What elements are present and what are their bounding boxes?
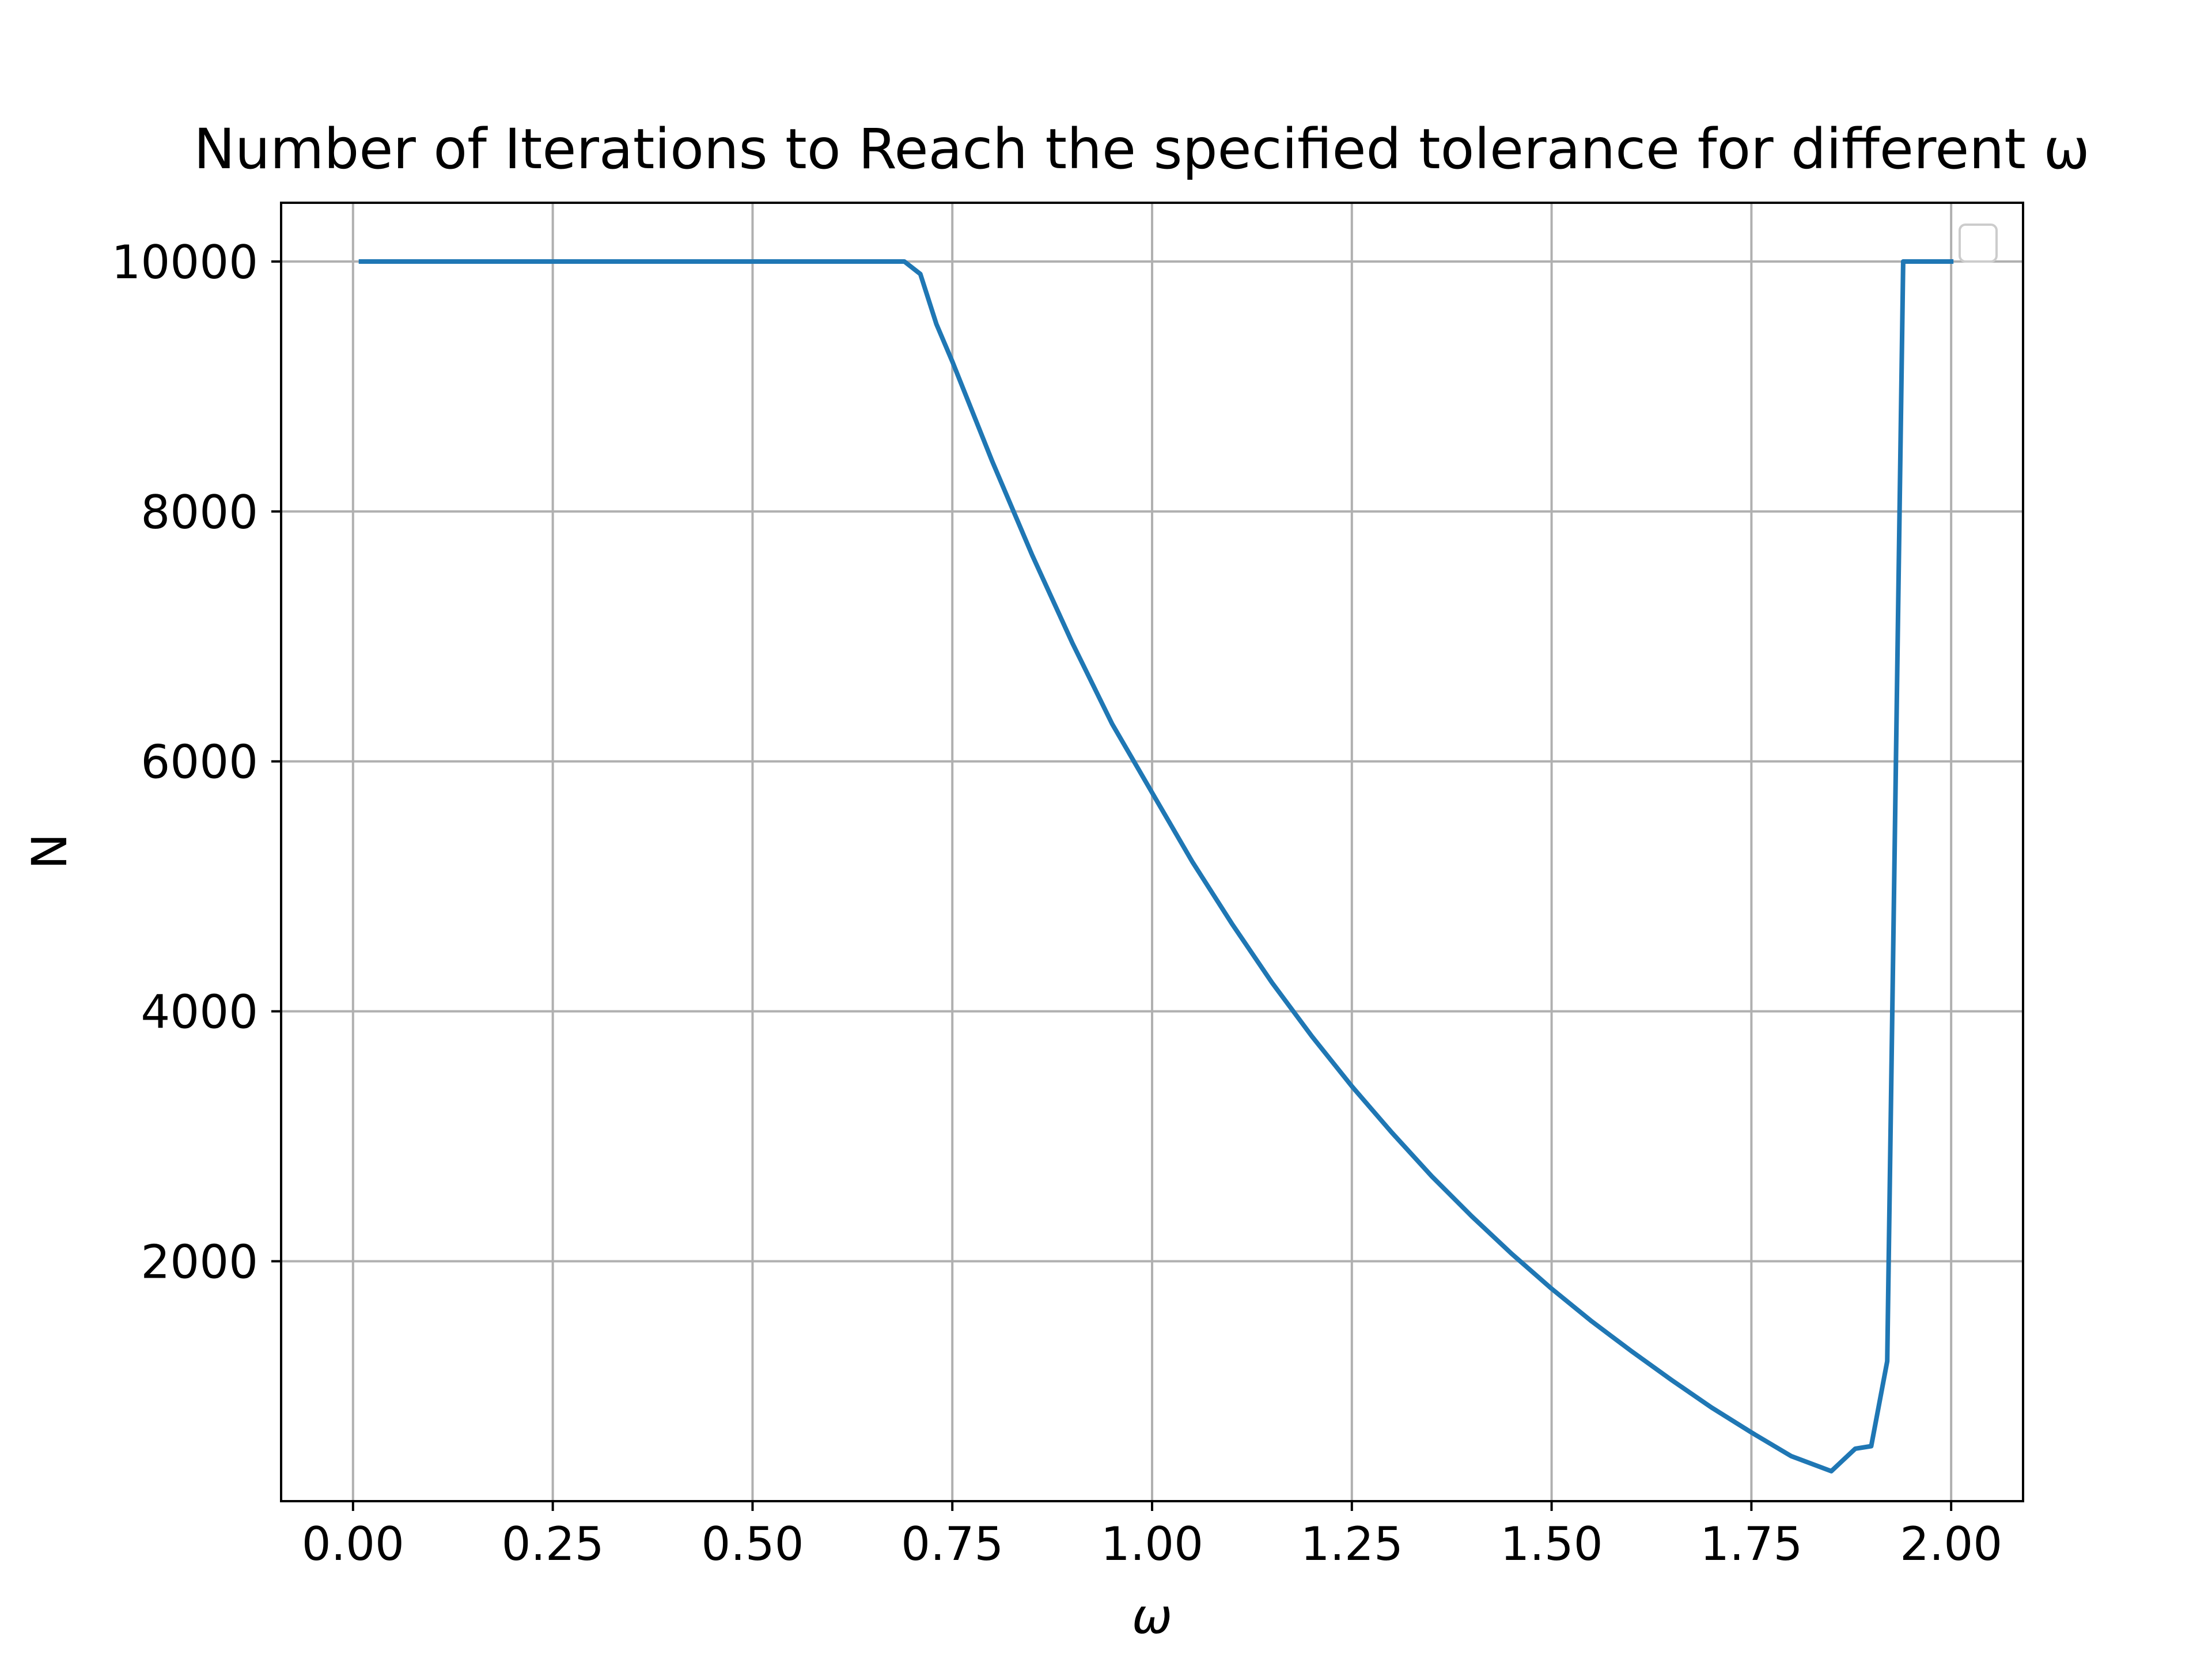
x-tick-label: 0.50 [701,1517,804,1571]
x-axis-label: ω [1132,1588,1172,1645]
series-layer [358,259,1954,1474]
y-tick-label: 6000 [141,736,258,789]
legend-box [1959,224,1998,263]
x-tick-label: 2.00 [1900,1517,2002,1571]
x-tick-label: 0.25 [502,1517,604,1571]
y-tick-label: 4000 [141,986,258,1039]
x-tick-label: 0.00 [302,1517,404,1571]
grid [281,203,2023,1501]
series-line [358,259,1954,1474]
y-tick-label: 8000 [141,486,258,539]
x-tick-label: 1.50 [1501,1517,1603,1571]
chart-title: Number of Iterations to Reach the specif… [194,117,2090,181]
x-tick-label: 1.75 [1700,1517,1802,1571]
ticks: 0.00 0.25 0.50 0.75 1.00 1.25 1.50 1.75 2.00 2000… [112,236,2003,1571]
x-tick-label: 1.00 [1101,1517,1203,1571]
x-tick-label: 1.25 [1301,1517,1403,1571]
y-axis-label: N [21,834,78,870]
y-tick-label: 2000 [141,1235,258,1289]
y-tick-label: 10000 [112,236,259,289]
x-tick-label: 0.75 [901,1517,1003,1571]
